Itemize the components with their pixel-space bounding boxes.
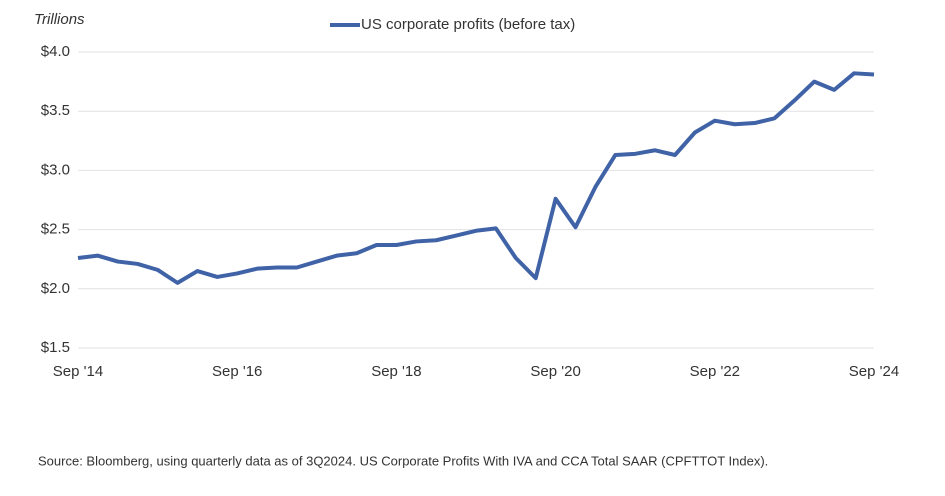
- x-tick-label: Sep '22: [690, 363, 740, 380]
- y-tick-label: $2.5: [41, 221, 70, 238]
- y-tick-label: $4.0: [41, 43, 70, 60]
- y-tick-label: $1.5: [41, 339, 70, 356]
- y-tick-label: $2.0: [41, 280, 70, 297]
- x-tick-label: Sep '20: [530, 363, 580, 380]
- x-tick-label: Sep '16: [212, 363, 262, 380]
- y-axis-label: Trillions: [34, 11, 85, 28]
- x-tick-label: Sep '24: [849, 363, 899, 380]
- y-tick-label: $3.5: [41, 102, 70, 119]
- x-tick-label: Sep '14: [53, 363, 103, 380]
- x-tick-label: Sep '18: [371, 363, 421, 380]
- data-line: [77, 71, 875, 285]
- legend-label: US corporate profits (before tax): [361, 16, 575, 33]
- source-note: Source: Bloomberg, using quarterly data …: [38, 453, 768, 468]
- y-tick-label: $3.0: [41, 161, 70, 178]
